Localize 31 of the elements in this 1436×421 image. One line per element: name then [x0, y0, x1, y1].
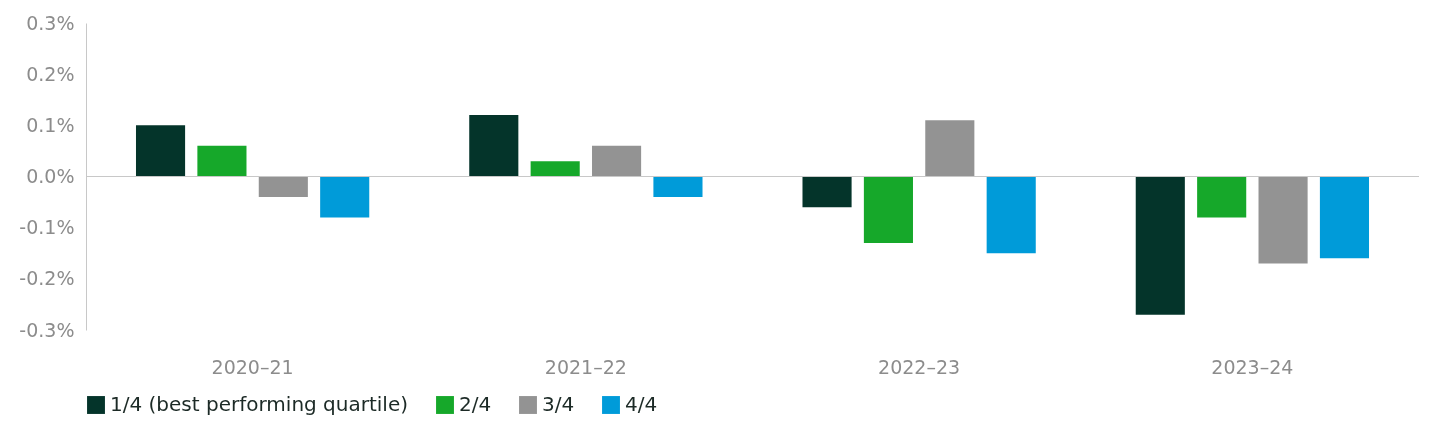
legend-label: 2/4: [459, 392, 492, 416]
x-tick-label: 2023–24: [1211, 355, 1294, 378]
legend-label: 4/4: [625, 392, 658, 416]
y-tick-label: 0.3%: [26, 11, 75, 34]
bar: [863, 176, 913, 244]
y-tick-label: -0.1%: [19, 216, 75, 239]
bar: [320, 176, 370, 218]
bar: [653, 176, 703, 197]
bar: [1135, 176, 1185, 315]
legend-label: 1/4 (best performing quartile): [110, 392, 409, 416]
bar: [802, 176, 852, 208]
bar: [1197, 176, 1247, 218]
bar: [1319, 176, 1370, 259]
bar: [197, 145, 247, 177]
bar: [258, 176, 308, 197]
y-tick-label: -0.2%: [19, 267, 75, 290]
x-tick-label: 2020–21: [211, 355, 294, 378]
bar: [925, 120, 975, 177]
bar: [1258, 176, 1308, 264]
bar: [592, 145, 642, 177]
bar: [986, 176, 1036, 254]
bar: [469, 115, 519, 177]
y-tick-label: 0.0%: [26, 165, 75, 187]
y-tick-label: 0.2%: [26, 62, 75, 85]
y-tick-label: -0.3%: [19, 318, 75, 341]
legend-label: 3/4: [542, 392, 575, 416]
bar: [530, 161, 580, 177]
x-tick-label: 2021–22: [544, 355, 627, 378]
bar: [135, 125, 186, 177]
y-tick-label: 0.1%: [26, 113, 75, 136]
x-tick-label: 2022–23: [878, 355, 961, 378]
